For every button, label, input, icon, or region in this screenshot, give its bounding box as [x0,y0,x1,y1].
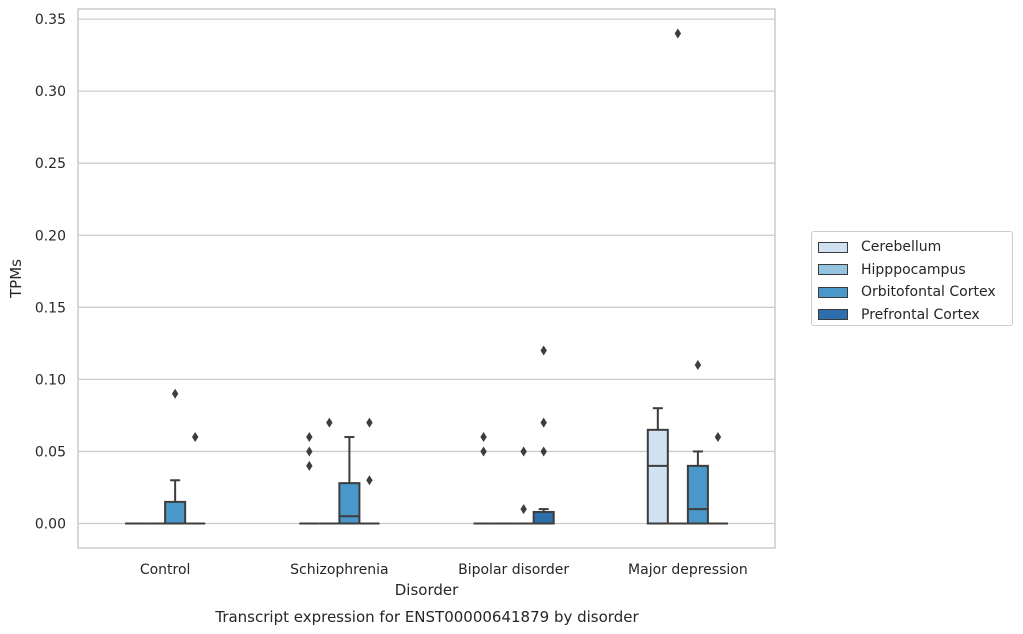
legend-swatch [818,241,848,253]
box-prefrontal-cortex [532,345,555,525]
legend-swatch [818,264,848,276]
y-axis-label: TPMs [7,259,25,299]
y-tick-label: 0.20 [35,228,66,244]
box-hipppocampus [319,417,340,525]
box-cerebellum [299,432,320,525]
legend-item: Orbitofontal Cortex [818,281,1012,304]
box-orbitofontal-cortex [686,359,709,525]
legend-item: Hipppocampus [818,259,1012,282]
y-tick-label: 0.05 [35,444,66,460]
box-hipppocampus [667,28,688,525]
outlier-point [540,417,547,428]
box-body [532,510,555,525]
outlier-point [520,446,527,457]
box-body [646,428,669,525]
box-body [164,500,187,525]
outlier-point [694,359,702,370]
outlier-point [674,28,682,39]
box-prefrontal-cortex [185,432,206,525]
legend-swatch [818,286,848,298]
outlier-point [480,432,487,443]
y-tick-label: 0.25 [35,156,66,172]
legend: Cerebellum Hipppocampus Orbitofontal Corte… [811,231,1013,326]
box-body [686,464,709,525]
box-orbitofontal-cortex [338,436,361,525]
y-axis-ticks: 0.00 0.05 0.10 0.15 0.20 0.25 0.30 0.35 [35,12,66,532]
outlier-point [480,446,487,457]
legend-label: Prefrontal Cortex [861,306,980,323]
y-tick-label: 0.35 [35,12,66,28]
legend-label: Cerebellum [861,239,942,256]
y-tick-label: 0.00 [35,517,66,533]
outlier-point [326,417,333,428]
legend-label: Orbitofontal Cortex [861,284,996,301]
box-prefrontal-cortex [707,432,728,525]
y-tick-label: 0.15 [35,300,66,316]
plot-frame [77,8,776,549]
x-axis-ticks: Control Schizophrenia Bipolar disorder Majo… [140,562,748,578]
legend-item: Cerebellum [818,236,1012,259]
box-body [338,482,361,525]
box-prefrontal-cortex [359,417,380,525]
x-tick-label: Control [140,562,191,578]
y-tick-label: 0.10 [35,372,66,388]
box-orbitofontal-cortex [164,388,187,525]
legend-swatch [818,309,848,321]
outlier-point [540,446,547,457]
box-orbitofontal-cortex [513,446,534,525]
x-tick-label: Bipolar disorder [458,562,569,578]
outlier-point [520,504,527,515]
outlier-point [540,345,547,356]
outlier-point [306,432,313,443]
x-axis-label: Disorder [395,581,459,599]
boxes [125,28,728,525]
outlier-point [171,388,179,399]
x-tick-label: Major depression [628,562,748,578]
outlier-point [306,460,313,471]
gridlines [78,18,775,525]
chart-title: Transcript expression for ENST0000064187… [214,608,639,626]
box-cerebellum [646,407,669,525]
legend-item: Prefrontal Cortex [818,304,1012,327]
x-tick-label: Schizophrenia [290,562,388,578]
legend-label: Hipppocampus [861,261,966,278]
outlier-point [306,446,313,457]
outlier-point [714,432,722,443]
outlier-point [191,432,199,443]
box-cerebellum [473,432,494,525]
outlier-point [366,417,373,428]
outlier-point [366,475,373,486]
y-tick-label: 0.30 [35,84,66,100]
